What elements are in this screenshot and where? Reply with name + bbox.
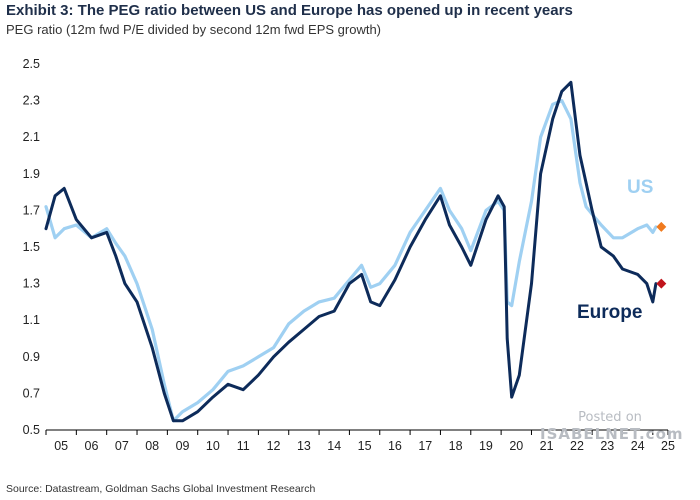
y-tick-label: 1.1 xyxy=(23,313,40,327)
peg-ratio-chart: 0.5 0.7 0.9 1.1 1.3 1.5 1.7 1.9 2.1 2.3 2.5 05 06 07… xyxy=(23,57,675,453)
x-tick-label: 17 xyxy=(418,439,432,453)
source-note: Source: Datastream, Goldman Sachs Global… xyxy=(6,483,316,495)
x-tick-label: 18 xyxy=(449,439,463,453)
y-tick-label: 1.3 xyxy=(23,277,40,291)
y-tick-label: 1.7 xyxy=(23,203,40,217)
y-tick-label: 1.9 xyxy=(23,167,40,181)
y-tick-label: 2.3 xyxy=(23,94,40,108)
us-end-marker xyxy=(656,221,667,232)
y-axis-ticks: 0.5 0.7 0.9 1.1 1.3 1.5 1.7 1.9 2.1 2.3 2.5 xyxy=(23,57,40,437)
x-tick-label: 09 xyxy=(176,439,190,453)
x-axis-ticks: 05 06 07 08 09 10 11 12 13 14 15 16 17 18 19 20 21 22 23 24… xyxy=(45,430,675,453)
y-tick-label: 0.5 xyxy=(23,423,40,437)
x-tick-label: 06 xyxy=(85,439,99,453)
x-tick-label: 16 xyxy=(388,439,402,453)
watermark: Posted on ISABELNET.com xyxy=(540,410,684,443)
watermark-line-1: Posted on xyxy=(578,410,642,425)
y-tick-label: 2.1 xyxy=(23,130,40,144)
x-tick-label: 10 xyxy=(206,439,220,453)
end-markers xyxy=(656,221,667,289)
europe-series-label: Europe xyxy=(577,302,642,323)
y-tick-label: 0.7 xyxy=(23,386,40,400)
us-series-label: US xyxy=(627,177,653,198)
chart-title: Exhibit 3: The PEG ratio between US and … xyxy=(6,2,573,19)
x-tick-label: 05 xyxy=(54,439,68,453)
chart-subtitle: PEG ratio (12m fwd P/E divided by second… xyxy=(6,22,382,37)
x-tick-label: 07 xyxy=(115,439,129,453)
europe-end-marker xyxy=(656,278,667,289)
x-tick-label: 15 xyxy=(358,439,372,453)
x-tick-label: 08 xyxy=(145,439,159,453)
x-tick-label: 14 xyxy=(327,439,341,453)
watermark-line-2: ISABELNET.com xyxy=(540,425,684,443)
x-tick-label: 12 xyxy=(267,439,281,453)
series-layer xyxy=(44,80,658,423)
x-tick-label: 23 xyxy=(600,439,614,453)
x-tick-label: 13 xyxy=(297,439,311,453)
us-series-line xyxy=(44,98,658,423)
x-tick-label: 24 xyxy=(631,439,645,453)
x-tick-label: 25 xyxy=(661,439,675,453)
europe-series-line xyxy=(44,80,658,423)
x-tick-label: 11 xyxy=(237,439,250,453)
x-tick-label: 21 xyxy=(540,439,554,453)
y-tick-label: 0.9 xyxy=(23,350,40,364)
y-tick-label: 1.5 xyxy=(23,240,40,254)
x-tick-label: 22 xyxy=(570,439,584,453)
x-tick-label: 19 xyxy=(479,439,493,453)
y-tick-label: 2.5 xyxy=(23,57,40,71)
x-tick-label: 20 xyxy=(509,439,523,453)
